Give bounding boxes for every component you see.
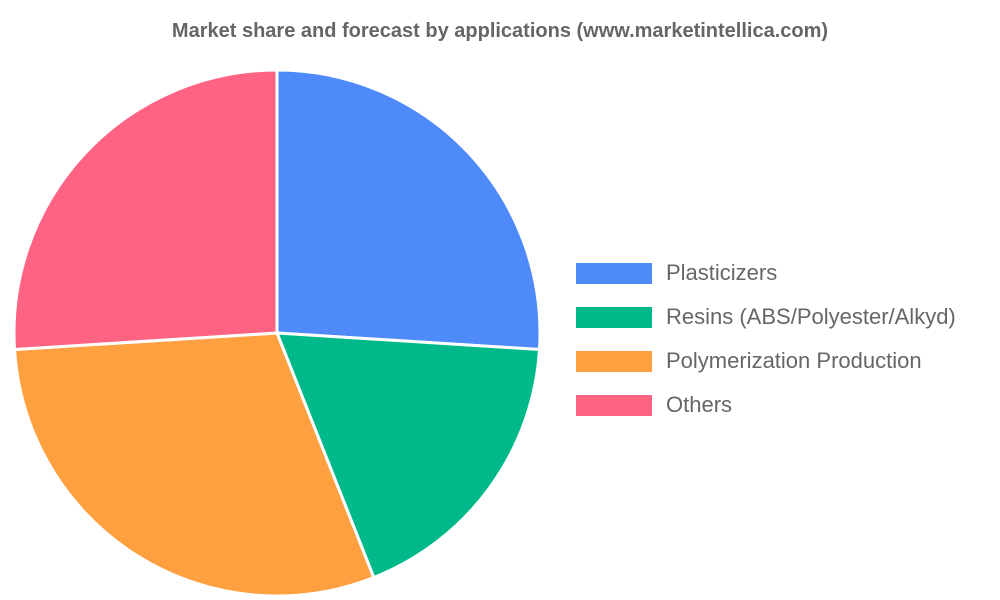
legend-swatch	[576, 306, 652, 328]
legend: Plasticizers Resins (ABS/Polyester/Alkyd)…	[576, 251, 956, 427]
pie-slices	[12, 68, 542, 598]
legend-swatch	[576, 262, 652, 284]
pie-slice-others[interactable]	[12, 68, 279, 352]
pie-slice-plasticizers[interactable]	[275, 68, 542, 352]
chart-title: Market share and forecast by application…	[171, 20, 829, 42]
legend-item[interactable]: Others	[576, 383, 956, 427]
legend-item[interactable]: Plasticizers	[576, 251, 956, 295]
legend-label: Plasticizers	[666, 260, 778, 285]
legend-swatch	[576, 350, 652, 372]
legend-item[interactable]: Polymerization Production	[576, 339, 956, 383]
pie-slice-polymerization-production[interactable]	[13, 331, 376, 598]
legend-item[interactable]: Resins (ABS/Polyester/Alkyd)	[576, 295, 956, 339]
legend-label: Resins (ABS/Polyester/Alkyd)	[666, 304, 956, 329]
legend-swatch	[576, 394, 652, 416]
legend-label: Others	[666, 392, 733, 417]
legend-label: Polymerization Production	[666, 348, 922, 373]
pie-slice-resins-abs-polyester-alkyd[interactable]	[275, 331, 541, 580]
